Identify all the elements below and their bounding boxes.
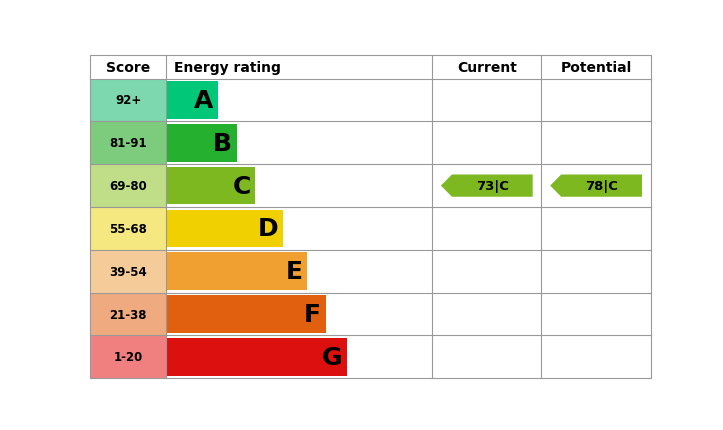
Bar: [166, 210, 283, 248]
Bar: [166, 82, 218, 120]
Polygon shape: [550, 175, 642, 197]
Text: 69-80: 69-80: [109, 180, 147, 193]
Text: 92+: 92+: [115, 94, 141, 107]
Text: 21-38: 21-38: [109, 308, 147, 321]
Text: 39-54: 39-54: [109, 265, 147, 278]
Bar: [166, 295, 325, 333]
Text: E: E: [286, 260, 303, 284]
Bar: [90, 336, 166, 378]
Bar: [90, 208, 166, 250]
Bar: [90, 293, 166, 336]
Text: Potential: Potential: [560, 61, 632, 74]
Text: B: B: [213, 132, 232, 155]
Text: D: D: [258, 217, 278, 241]
Text: Current: Current: [457, 61, 517, 74]
Text: 73|C: 73|C: [476, 180, 509, 193]
Text: 81-91: 81-91: [109, 137, 147, 150]
Bar: [166, 338, 347, 376]
Bar: [90, 165, 166, 208]
Bar: [166, 125, 236, 162]
Bar: [166, 167, 255, 205]
Text: 78|C: 78|C: [585, 180, 618, 193]
Text: C: C: [232, 174, 251, 198]
Text: 1-20: 1-20: [114, 350, 143, 363]
Text: A: A: [194, 89, 213, 113]
Bar: [90, 250, 166, 293]
Text: Score: Score: [106, 61, 150, 74]
Text: G: G: [322, 345, 343, 369]
Text: F: F: [304, 302, 321, 326]
Bar: [90, 80, 166, 122]
Text: 55-68: 55-68: [109, 222, 147, 235]
Polygon shape: [441, 175, 533, 197]
Bar: [166, 253, 307, 290]
Bar: [90, 122, 166, 165]
Text: Energy rating: Energy rating: [174, 61, 281, 74]
